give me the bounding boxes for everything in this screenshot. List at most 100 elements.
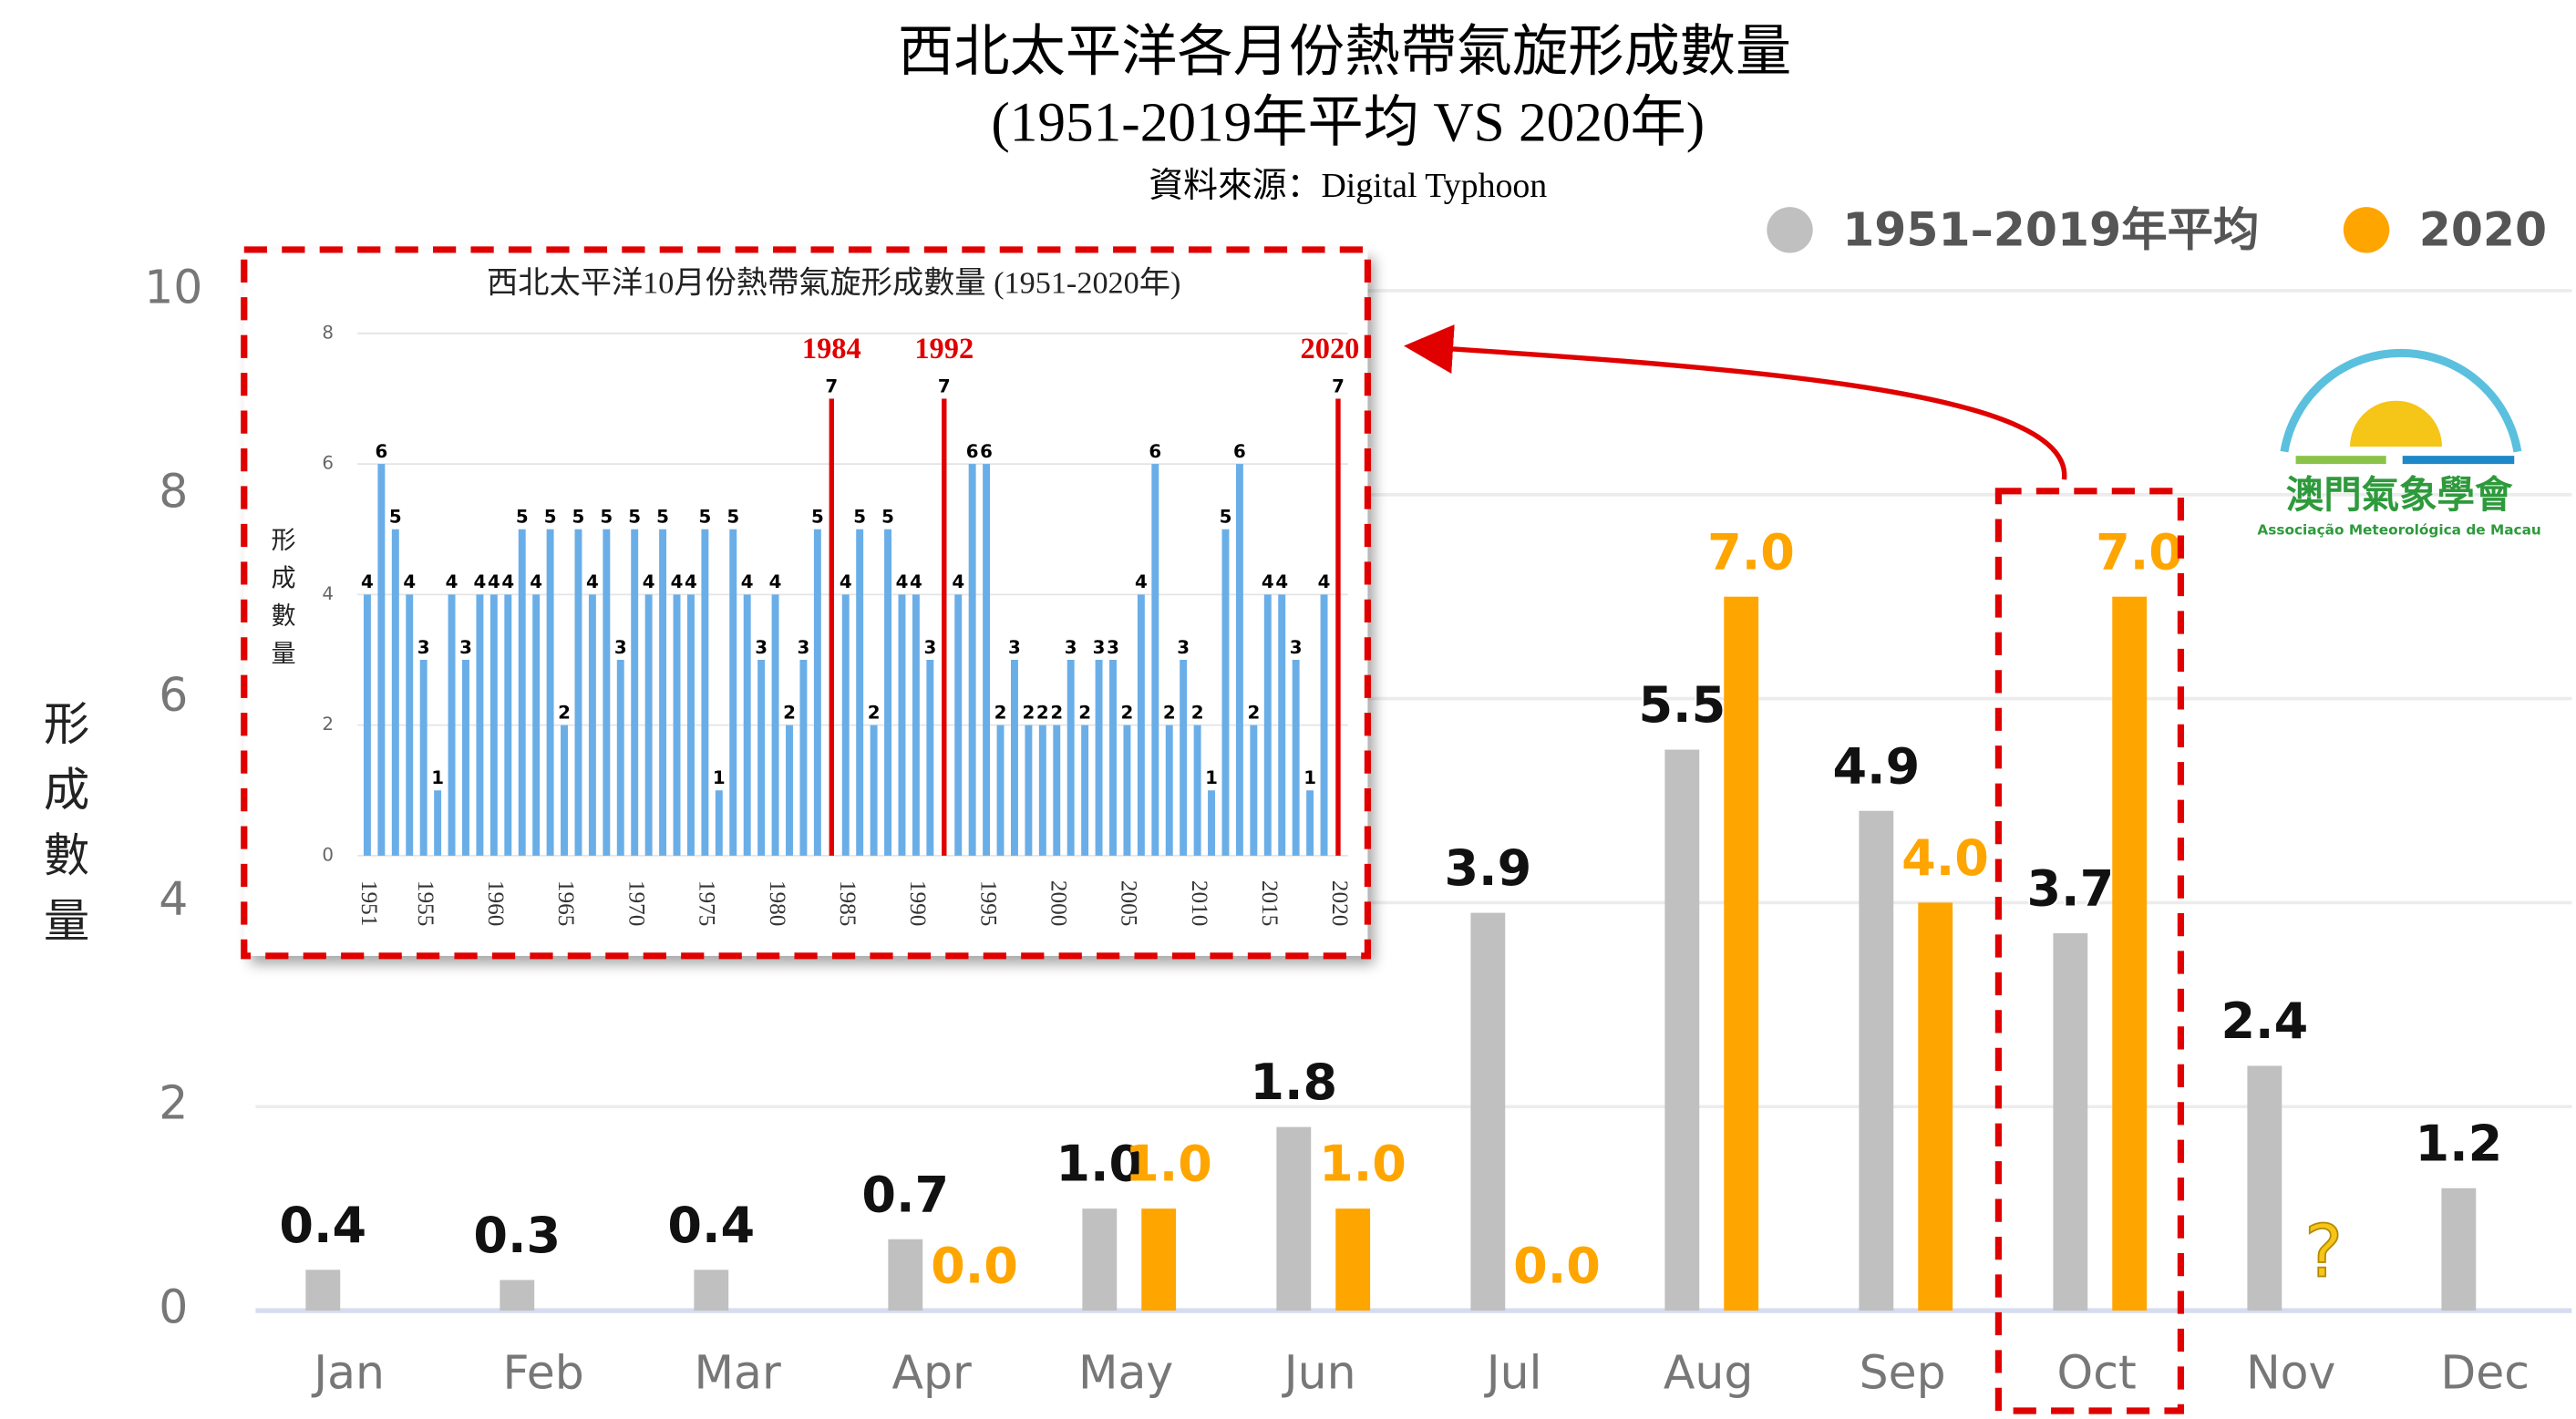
bar	[462, 659, 469, 856]
data-label: 4.9	[1832, 737, 1920, 795]
data-label: 6	[980, 441, 993, 462]
bar	[1320, 594, 1328, 856]
data-label: 2	[1163, 703, 1176, 724]
x-tick-label: 2005	[1117, 880, 1141, 926]
data-label: 2	[783, 703, 796, 724]
bar	[686, 594, 695, 856]
data-label: 4	[530, 571, 542, 592]
bar	[996, 725, 1005, 856]
bar	[659, 529, 667, 856]
logo: 澳門氣象學會 Associação Meteorológica de Macau	[2257, 348, 2541, 539]
y-axis-label: 形	[44, 697, 89, 751]
data-label: 3	[1177, 637, 1190, 658]
bar	[2247, 1065, 2282, 1311]
data-label: 3.7	[2026, 860, 2114, 918]
data-label: 2	[1247, 703, 1260, 724]
y-axis-label: 量	[44, 894, 89, 948]
data-label: 5	[656, 507, 669, 528]
data-label: 4	[896, 571, 909, 592]
data-label: 3	[1008, 637, 1021, 658]
data-label: 4	[361, 571, 374, 592]
data-label: 1	[1205, 767, 1218, 788]
bar	[1165, 725, 1173, 856]
legend-label: 2020	[2419, 202, 2547, 256]
bar	[574, 529, 582, 856]
x-tick-label: Jun	[1282, 1346, 1356, 1400]
bar	[1335, 1208, 1371, 1311]
x-tick-label: 1965	[553, 880, 578, 926]
x-tick-label: 1990	[905, 880, 930, 926]
data-label: 6	[1233, 441, 1246, 462]
bar	[1123, 725, 1131, 856]
y-tick-label: 4	[159, 872, 188, 926]
bar	[616, 659, 624, 856]
data-label: 7	[938, 375, 951, 396]
y-tick-label: 2	[322, 714, 334, 735]
logo-subname: Associação Meteorológica de Macau	[2257, 522, 2540, 539]
bar	[856, 529, 864, 856]
data-label: 7.0	[1707, 523, 1795, 581]
bar	[942, 398, 947, 856]
data-label: 0.4	[667, 1197, 755, 1254]
data-label: 1.0	[1125, 1136, 1212, 1193]
bar	[884, 529, 892, 856]
bar	[743, 594, 751, 856]
data-label: 4	[488, 571, 500, 592]
data-label: 2	[1191, 703, 1204, 724]
bar	[1109, 659, 1117, 856]
data-label: 3	[1065, 637, 1077, 658]
data-label: 2	[1121, 703, 1134, 724]
data-label: 0.0	[1513, 1238, 1601, 1295]
data-label: 2	[558, 703, 571, 724]
data-label: 4	[474, 571, 487, 592]
data-label: 3	[1290, 637, 1303, 658]
data-label: 5	[389, 507, 402, 528]
highlight-label: 2020	[1301, 333, 1360, 365]
x-tick-label: Aug	[1664, 1346, 1754, 1400]
x-tick-label: Jul	[1484, 1346, 1542, 1400]
data-label: 3	[1093, 637, 1106, 658]
bar	[1066, 659, 1075, 856]
data-label: 7	[825, 375, 838, 396]
x-tick-label: 1960	[483, 880, 508, 926]
bar	[983, 464, 991, 856]
data-label: 6	[966, 441, 979, 462]
legend-swatch	[2343, 207, 2390, 253]
data-label: 6	[375, 441, 387, 462]
bar	[1081, 725, 1089, 856]
bar	[786, 725, 793, 856]
y-tick-label: 6	[159, 668, 188, 722]
bar	[898, 594, 906, 856]
bar	[1250, 725, 1258, 856]
bar	[1292, 659, 1300, 856]
data-label: 4	[1262, 571, 1274, 592]
y-axis-title: 形成數量	[272, 527, 296, 668]
data-label: 5	[811, 507, 824, 528]
bar	[1724, 596, 1759, 1311]
bar	[673, 594, 681, 856]
y-axis-label: 成	[44, 763, 89, 817]
data-label: 5	[726, 507, 739, 528]
bar	[1335, 398, 1341, 856]
data-label: 5.5	[1638, 676, 1726, 734]
bar	[518, 529, 526, 856]
bar	[391, 529, 399, 856]
x-tick-label: 2020	[1327, 880, 1352, 926]
data-label: 2	[1050, 703, 1063, 724]
y-tick-label: 10	[144, 260, 202, 314]
bar	[888, 1239, 923, 1311]
x-tick-label: 1975	[695, 880, 719, 926]
bar	[1082, 1208, 1118, 1311]
data-label: 4	[741, 571, 754, 592]
data-label: 4	[1318, 571, 1331, 592]
data-label: 1.0	[1056, 1136, 1143, 1193]
data-label: 5	[698, 507, 711, 528]
legend-label: 1951–2019年平均	[1842, 202, 2259, 256]
y-tick-label: 8	[159, 464, 188, 518]
data-label: 4	[685, 571, 697, 592]
bar	[729, 529, 737, 856]
bar	[912, 594, 920, 856]
data-label: 2	[868, 703, 881, 724]
